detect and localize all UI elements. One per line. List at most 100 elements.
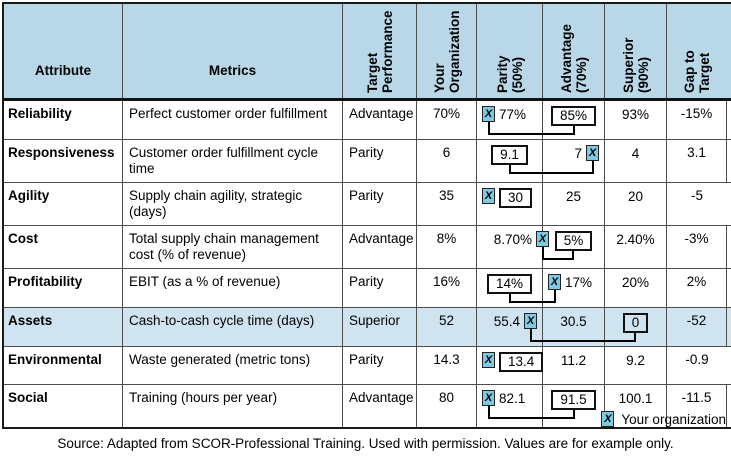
cell-gap-to-target: -3%: [667, 226, 727, 268]
cell-parity: 8.70% X: [477, 226, 549, 268]
column-header-your-organization: Your Organization: [417, 4, 477, 98]
connector-line: [508, 172, 594, 174]
connector-line: [529, 340, 637, 342]
cell-gap-to-target: -5: [690, 188, 703, 203]
connector-line: [591, 161, 594, 172]
cell-value: 2.40%: [616, 232, 655, 247]
cell-your-organization: 35: [417, 183, 477, 225]
column-header-attribute: Attribute: [4, 4, 123, 98]
x-marker-icon: X: [482, 390, 495, 406]
cell-superior: 100.1: [605, 385, 667, 427]
cell-gap-to-target: -11.5: [667, 385, 727, 427]
cell-parity: X 13.4: [477, 347, 544, 384]
target-box: 85%: [550, 106, 597, 126]
cell-parity: 55.4 X: [477, 308, 543, 346]
connector-line: [487, 133, 575, 135]
table-row: Assets Cash-to-cash cycle time (days) Supe…: [4, 308, 731, 347]
cell-metric: Waste generated (metric tons): [123, 347, 343, 384]
cell-metric: Supply chain agility, strategic (days): [123, 183, 343, 225]
benchmark-table: Attribute Metrics Target Performance Your Org…: [2, 2, 731, 429]
cell-your-organization: 14.3: [417, 347, 477, 384]
connector-line: [553, 290, 556, 301]
cell-value: 20%: [621, 275, 650, 290]
cell-advantage: 11.2: [543, 347, 605, 384]
cell-superior: 2.40%: [605, 226, 667, 268]
cell-gap-to-target: 2%: [667, 269, 727, 307]
cell-value: 8.70%: [493, 232, 532, 247]
connector-line: [634, 333, 637, 340]
cell-value: 11.2: [560, 353, 587, 368]
cell-target-performance: Parity: [343, 269, 417, 307]
cell-gap-to-target: -52: [667, 308, 727, 346]
x-marker-icon: X: [536, 231, 549, 247]
connector-line: [572, 251, 575, 258]
cell-your-organization: 70%: [417, 101, 477, 139]
column-header-gap-to-target: Gap to Target: [667, 4, 727, 98]
cell-target-performance: Parity: [343, 183, 417, 225]
cell-your-organization: 16%: [417, 269, 477, 307]
connector-line: [529, 329, 532, 342]
target-box: 0: [622, 313, 649, 333]
cell-your-organization: 6: [417, 140, 477, 182]
target-box: 9.1: [491, 145, 528, 165]
column-header-target-performance: Target Performance: [343, 4, 417, 98]
cell-value: 77%: [499, 107, 527, 122]
column-header-label: Attribute: [34, 63, 92, 78]
cell-attribute: Social: [4, 385, 123, 427]
column-header-label: Advantage (70%): [558, 23, 589, 93]
cell-superior: 4: [605, 140, 667, 182]
legend-label: Your organization: [621, 411, 726, 427]
cell-superior: 20%: [605, 269, 667, 307]
column-header-label: Parity (50%): [494, 55, 525, 93]
x-marker-icon: X: [586, 145, 599, 161]
cell-attribute: Environmental: [4, 347, 123, 384]
legend: X Your organization: [601, 411, 726, 427]
cell-value: 20: [627, 189, 644, 204]
connector-line: [487, 406, 490, 419]
target-box: 13.4: [499, 352, 544, 372]
column-header-metrics: Metrics: [123, 4, 343, 98]
x-marker-icon: X: [482, 188, 495, 204]
connector-line: [487, 417, 575, 419]
cell-your-organization: 8%: [417, 226, 477, 268]
table-row: Reliability Perfect customer order fulfil…: [4, 101, 731, 140]
cell-advantage: 91.5: [543, 385, 605, 427]
table-row: Responsiveness Customer order fulfillment…: [4, 140, 731, 183]
connector-line: [508, 301, 556, 303]
cell-advantage: 85%: [543, 101, 605, 139]
cell-attribute: Assets: [4, 308, 123, 346]
cell-parity: X 77%: [477, 101, 543, 139]
cell-superior: 0: [605, 308, 667, 346]
cell-target-performance: Advantage: [343, 101, 417, 139]
cell-parity: X 30: [477, 183, 543, 225]
cell-advantage: 25: [543, 183, 605, 225]
cell-superior: 20: [605, 183, 667, 225]
connector-line: [572, 410, 575, 417]
connector-line: [541, 247, 544, 260]
cell-metric: Training (hours per year): [123, 385, 343, 427]
cell-advantage: 5%: [543, 226, 605, 268]
table-row: Cost Total supply chain management cost (…: [4, 226, 731, 269]
cell-superior: 93%: [605, 101, 667, 139]
cell-value: 55.4: [493, 314, 520, 329]
cell-attribute: Reliability: [4, 101, 123, 139]
column-header-parity-50: Parity (50%): [477, 4, 543, 98]
table-row: Profitability EBIT (as a % of revenue) Par…: [4, 269, 731, 308]
x-marker-icon: X: [524, 313, 537, 329]
x-marker-icon: X: [482, 352, 495, 368]
table-row: Environmental Waste generated (metric ton…: [4, 347, 731, 385]
cell-parity: 9.1: [477, 140, 543, 182]
cell-value: 82.1: [499, 391, 526, 406]
cell-target-performance: Parity: [343, 347, 417, 384]
cell-value: 93%: [621, 107, 650, 122]
cell-attribute: Cost: [4, 226, 123, 268]
table-body: Reliability Perfect customer order fulfil…: [4, 101, 731, 427]
cell-superior: 9.2: [605, 347, 667, 384]
connector-line: [572, 126, 575, 133]
cell-attribute: Profitability: [4, 269, 123, 307]
cell-target-performance: Advantage: [343, 385, 417, 427]
cell-advantage: 30.5: [543, 308, 605, 346]
cell-attribute: Responsiveness: [4, 140, 123, 182]
x-marker-icon: X: [482, 106, 495, 122]
